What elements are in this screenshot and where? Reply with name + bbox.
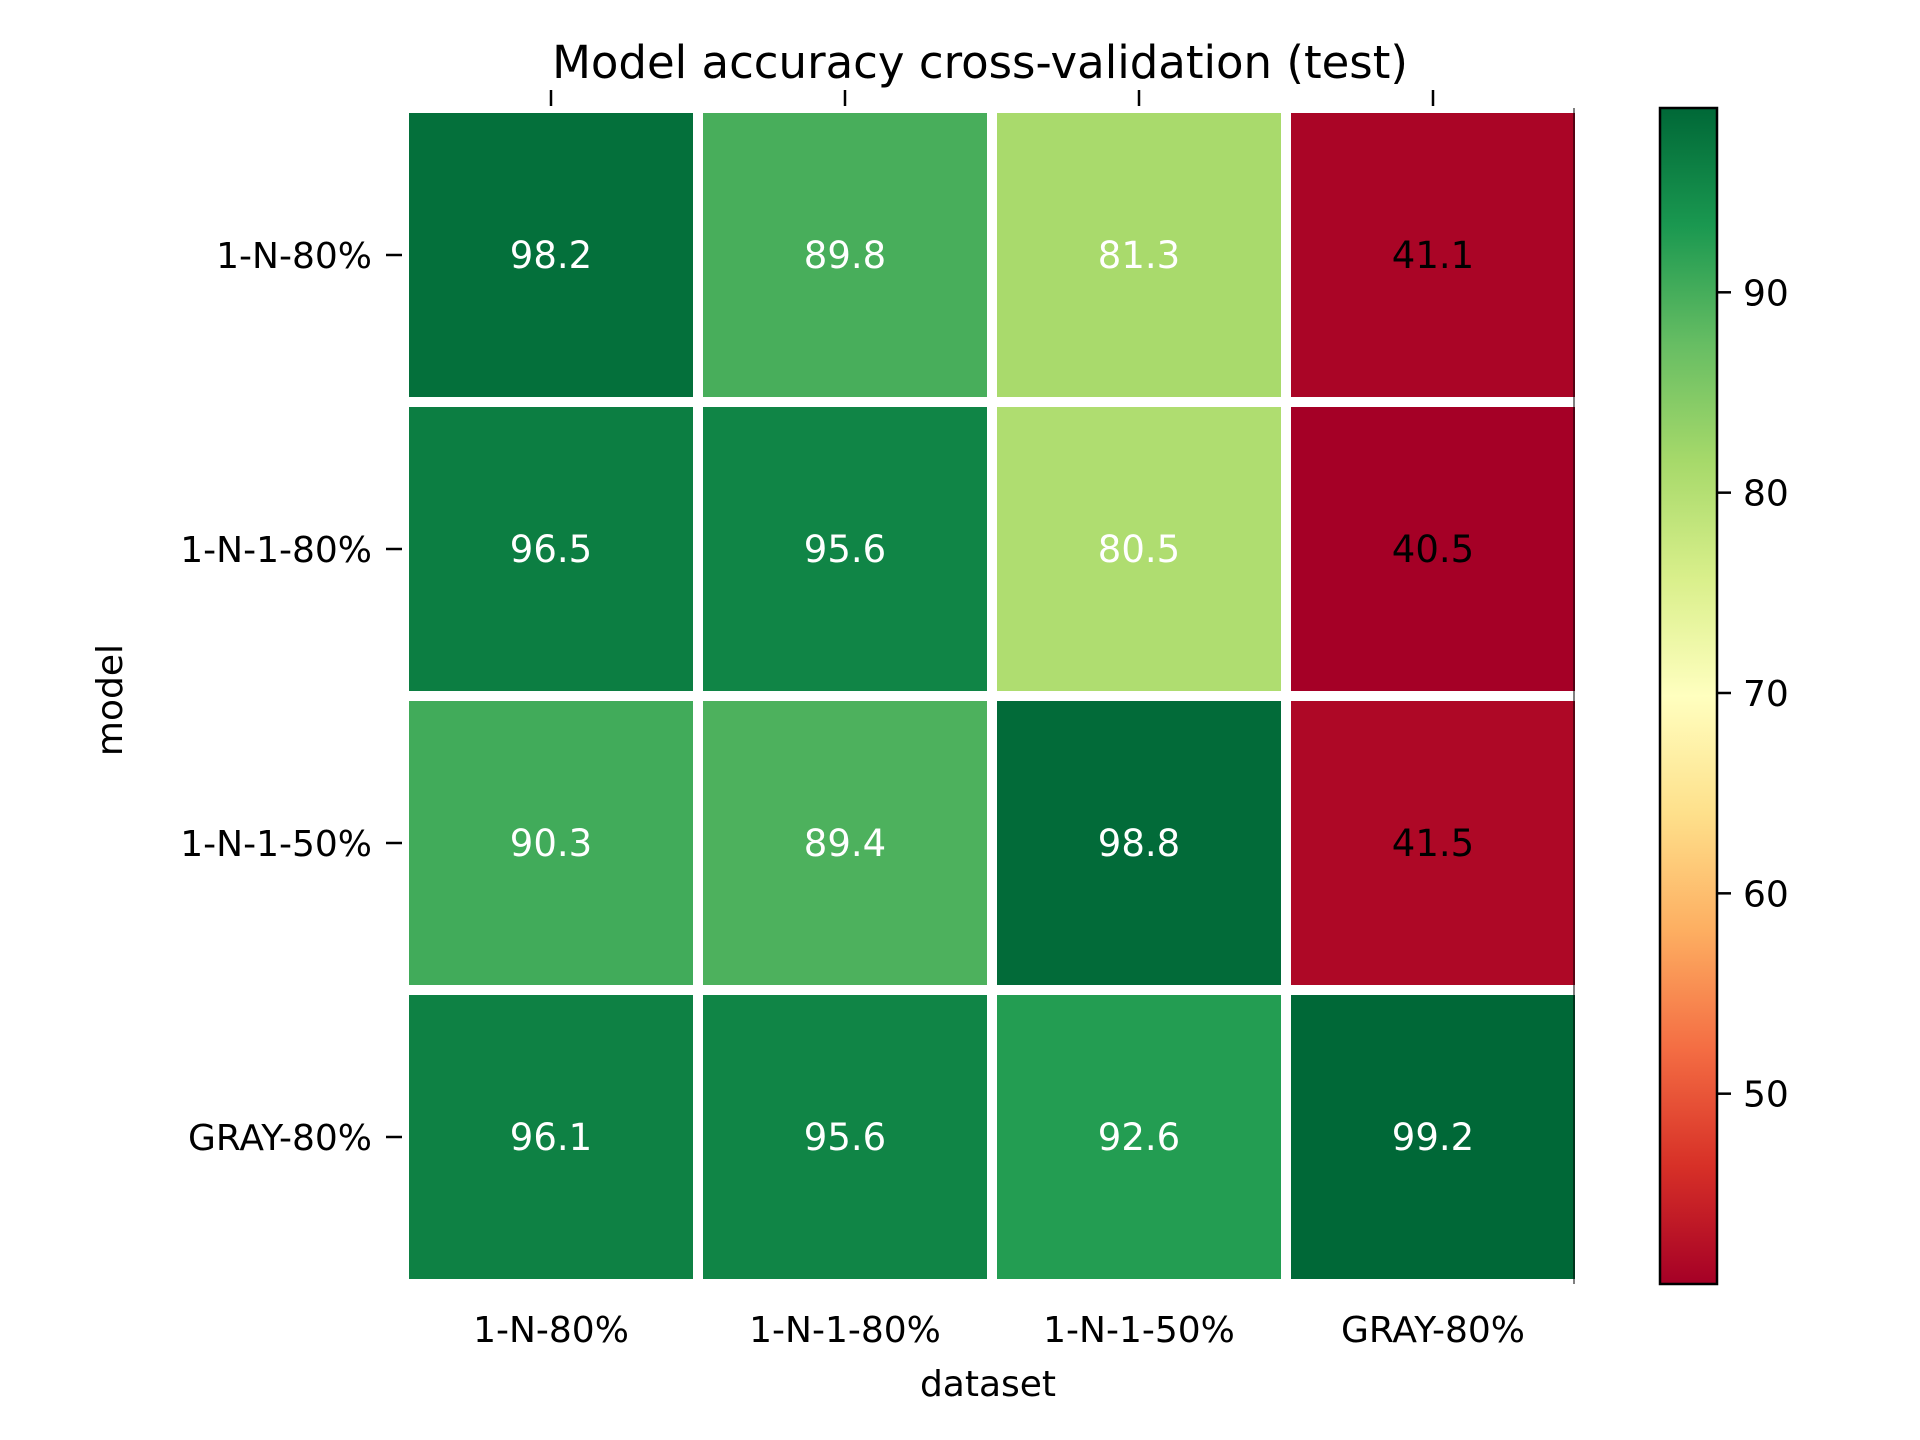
heatmap-cell: [409, 701, 693, 985]
heatmap-cell: [997, 407, 1281, 691]
cell-value-label: 98.2: [510, 234, 592, 277]
heatmap-cell: [1291, 701, 1575, 985]
x-tick-label: 1-N-1-80%: [749, 1310, 941, 1351]
heatmap-cell: [703, 113, 987, 397]
heatmap-cell: [409, 995, 693, 1279]
cell-value-label: 98.8: [1098, 822, 1180, 865]
heatmap-cell: [1291, 113, 1575, 397]
colorbar-tick-label: 50: [1743, 1075, 1789, 1116]
heatmap-cell: [703, 407, 987, 691]
cell-value-label: 95.6: [804, 528, 886, 571]
cell-value-label: 41.1: [1392, 234, 1474, 277]
heatmap-cell: [409, 407, 693, 691]
cell-value-label: 95.6: [804, 1116, 886, 1159]
cell-value-label: 96.5: [510, 528, 592, 571]
y-tick-label: 1-N-1-80%: [180, 530, 372, 571]
y-axis: 1-N-80% 1-N-1-80% 1-N-1-50% GRAY-80%: [180, 236, 402, 1159]
cell-value-label: 89.8: [804, 234, 886, 277]
colorbar-gradient: [1658, 106, 1719, 1286]
heatmap-cells: 98.2 89.8 81.3 41.1 96.5 95.6 80.5 40.5 90.3 89.4…: [409, 113, 1575, 1279]
chart-title: Model accuracy cross-validation (test): [552, 36, 1408, 89]
cell-value-label: 80.5: [1098, 528, 1180, 571]
colorbar-tick-label: 90: [1743, 273, 1789, 314]
y-axis-label: model: [90, 644, 131, 756]
x-axis-label: dataset: [920, 1364, 1056, 1405]
y-tick-label: 1-N-1-50%: [180, 824, 372, 865]
x-tick-label: 1-N-80%: [473, 1310, 629, 1351]
heatmap-cell: [703, 701, 987, 985]
heatmap-cell: [997, 113, 1281, 397]
heatmap-cell: [409, 113, 693, 397]
heatmap-cell: [1291, 995, 1575, 1279]
cell-value-label: 99.2: [1392, 1116, 1474, 1159]
y-tick-label: 1-N-80%: [216, 236, 372, 277]
heatmap-cell: [997, 701, 1281, 985]
colorbar-tick-label: 60: [1743, 874, 1789, 915]
heatmap-cell: [703, 995, 987, 1279]
y-tick-label: GRAY-80%: [188, 1118, 372, 1159]
cell-value-label: 41.5: [1392, 822, 1474, 865]
cell-value-label: 96.1: [510, 1116, 592, 1159]
cell-value-label: 81.3: [1098, 234, 1180, 277]
x-tick-label: GRAY-80%: [1341, 1310, 1525, 1351]
heatmap-cell: [1291, 407, 1575, 691]
cell-value-label: 90.3: [510, 822, 592, 865]
colorbar-tick-label: 70: [1743, 674, 1789, 715]
colorbar: 50 60 70 80 90: [1658, 106, 1789, 1286]
x-tick-label: 1-N-1-50%: [1043, 1310, 1235, 1351]
colorbar-ticks: 50 60 70 80 90: [1717, 273, 1789, 1116]
cell-value-label: 92.6: [1098, 1116, 1180, 1159]
heatmap-cell: [997, 995, 1281, 1279]
cell-value-label: 89.4: [804, 822, 886, 865]
cell-value-label: 40.5: [1392, 528, 1474, 571]
x-axis: 1-N-80% 1-N-1-80% 1-N-1-50% GRAY-80%: [473, 90, 1525, 1351]
colorbar-tick-label: 80: [1743, 474, 1789, 515]
